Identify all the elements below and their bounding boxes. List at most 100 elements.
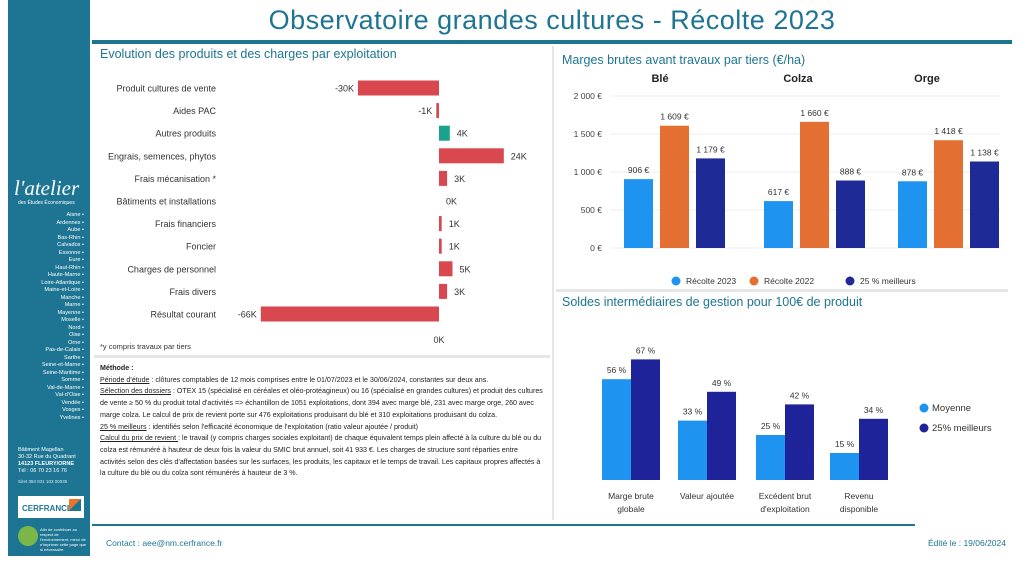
zero-axis-label: 0K — [433, 335, 444, 345]
methode-heading: Méthode : — [100, 364, 134, 372]
data-label: 25 % — [761, 421, 781, 431]
bar — [696, 158, 725, 248]
bar — [358, 80, 439, 96]
y-tick-label: 2 000 € — [574, 91, 603, 101]
bar — [602, 379, 631, 480]
bar — [439, 261, 453, 277]
department-item: Mayenne • — [57, 309, 84, 316]
department-item: Calvados • — [57, 242, 84, 248]
legend-label: Moyenne — [932, 403, 971, 414]
bar — [439, 216, 442, 232]
bar — [439, 125, 450, 141]
department-item: Orne • — [68, 339, 84, 346]
category-label: Engrais, semences, phytos — [108, 151, 217, 161]
legend-marker — [919, 403, 929, 413]
data-label: 888 € — [840, 167, 862, 177]
sidebar: l'atelier des Études Économiques Aisne •… — [8, 0, 90, 556]
bar — [970, 161, 999, 248]
methode-item: Calcul du prix de revient : le travail (… — [100, 433, 545, 480]
category-label: d'exploitation — [760, 504, 810, 514]
category-label: Autres produits — [155, 129, 216, 139]
bar — [439, 148, 504, 164]
data-label: 34 % — [864, 405, 884, 415]
data-label: 1 179 € — [696, 144, 725, 154]
data-label: 1 418 € — [934, 126, 963, 136]
address-line: 30-32 Rue du Quadrant — [18, 454, 76, 460]
address-block: Bâtiment Magellan 30-32 Rue du Quadrant 14… — [18, 447, 76, 475]
department-item: Aisne • — [66, 212, 84, 218]
chart-marges: 0 € 500 € 1 000 € 1 500 € 2 000 € Blé 906 € 1 6… — [574, 73, 1000, 286]
data-label: 42 % — [790, 390, 810, 400]
bar — [436, 103, 439, 119]
category-label: disponible — [840, 504, 879, 514]
data-label: 0K — [446, 197, 457, 207]
bar — [660, 125, 689, 248]
eco-note: Afin de contribuer au respect de l'envir… — [40, 527, 87, 552]
department-item: Val-d'Oise • — [55, 392, 84, 398]
data-label: 1 138 € — [970, 148, 999, 158]
bar — [764, 201, 793, 248]
category-label: Produit cultures de vente — [116, 84, 216, 94]
category-label: Charges de personnel — [127, 264, 216, 274]
group-header: Blé — [651, 73, 668, 85]
department-item: Oise • — [68, 332, 84, 338]
bar — [830, 453, 859, 480]
bar — [439, 170, 448, 186]
category-label: Excédent brut — [759, 491, 812, 501]
legend-label: Récolte 2023 — [686, 276, 736, 286]
department-item: Sarthe • — [64, 354, 84, 361]
data-label: 1 609 € — [660, 112, 689, 122]
category-label: Bâtiments et installations — [116, 197, 216, 207]
department-list: Aisne • Ardennes • Aube • Bas-Rhin • Calvado… — [41, 212, 84, 422]
department-item: Bas-Rhin • — [57, 234, 84, 241]
department-item: Aube • — [67, 227, 84, 233]
bar — [439, 238, 442, 254]
bar — [898, 181, 927, 248]
methode-item: Période d'étude : clôtures comptables de… — [100, 375, 545, 387]
bar — [678, 420, 707, 480]
department-item: Eure • — [68, 257, 84, 263]
legend-marker — [671, 276, 681, 286]
address-line: Bâtiment Magellan — [18, 447, 64, 453]
cerfrance-mark-icon — [69, 499, 81, 511]
legend-marker — [749, 276, 759, 286]
data-label: 1 660 € — [800, 108, 829, 118]
bar — [785, 404, 814, 480]
bar — [260, 306, 439, 322]
y-tick-label: 1 500 € — [574, 129, 603, 139]
category-label: Revenu — [844, 491, 874, 501]
chart-evolution: Produit cultures de vente -30K Aides PAC -1… — [100, 80, 527, 351]
bar — [800, 121, 829, 248]
data-label: 3K — [454, 174, 465, 184]
methode-notes: Méthode : Période d'étude : clôtures comp… — [100, 363, 545, 480]
chart-marges-title: Marges brutes avant travaux par tiers (€… — [562, 53, 806, 67]
data-label: 15 % — [835, 439, 855, 449]
department-item: Vosges • — [62, 407, 84, 413]
data-label: -30K — [335, 84, 354, 94]
category-label: Frais financiers — [155, 219, 217, 229]
legend-label: 25 % meilleurs — [860, 276, 916, 286]
data-label: 5K — [460, 264, 471, 274]
department-item: Seine-Maritime • — [42, 369, 84, 376]
category-label: Frais divers — [169, 287, 216, 297]
department-item: Val-de-Marne • — [47, 384, 84, 391]
category-label: Marge brute — [608, 491, 654, 501]
department-item: Maine-et-Loire • — [44, 287, 84, 293]
chart-sig-title: Soldes intermédiaires de gestion pour 10… — [562, 295, 863, 309]
data-label: 33 % — [683, 407, 703, 417]
category-label: Foncier — [186, 242, 216, 252]
category-label: globale — [617, 504, 645, 514]
chart-sig: 56 % 67 % Marge brute globale 33 % 49 % Valeur… — [602, 345, 992, 514]
methode-item-text: : le travail (y compris charges sociales… — [100, 434, 542, 478]
department-item: Loire-Atlantique • — [41, 279, 84, 286]
chart-evolution-title: Evolution des produits et des charges pa… — [100, 47, 397, 61]
methode-item-label: Sélection des dossiers — [100, 387, 171, 396]
bar — [859, 418, 888, 480]
data-label: 56 % — [607, 365, 627, 375]
bar — [756, 435, 785, 480]
data-label: 3K — [454, 287, 465, 297]
siret: Siret 384 831 103 00035 — [18, 479, 68, 484]
department-item: Vendée • — [61, 399, 85, 406]
data-label: 24K — [511, 151, 527, 161]
data-label: -1K — [418, 106, 432, 116]
